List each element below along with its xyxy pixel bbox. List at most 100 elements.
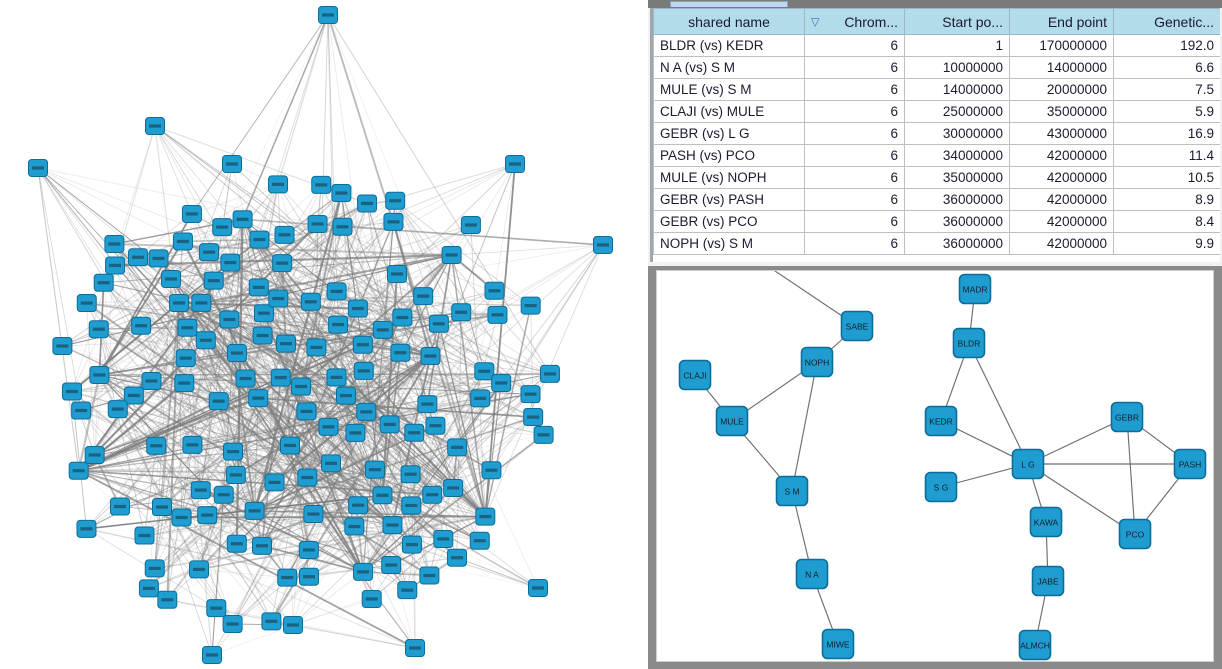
network-edge[interactable] (208, 252, 265, 314)
network-edge[interactable] (354, 200, 396, 527)
cell-chromosome[interactable]: 6 (804, 210, 905, 233)
network-edge[interactable] (317, 223, 604, 246)
network-node[interactable] (390, 343, 411, 362)
network-edge[interactable] (154, 125, 392, 566)
network-edge[interactable] (308, 323, 440, 577)
network-edge[interactable] (235, 192, 342, 476)
network-node[interactable] (189, 560, 210, 579)
network-edge[interactable] (119, 278, 172, 507)
network-node[interactable] (335, 386, 356, 405)
network-node[interactable] (361, 589, 382, 608)
network-node[interactable] (417, 395, 438, 414)
network-edge[interactable] (396, 273, 428, 405)
network-edge[interactable] (262, 335, 383, 496)
network-edge[interactable] (218, 400, 355, 527)
network-edge[interactable] (154, 411, 367, 569)
network-edge[interactable] (258, 286, 485, 372)
network-edge[interactable] (187, 327, 314, 515)
network-edge[interactable] (86, 451, 234, 530)
network-edge[interactable] (657, 271, 858, 327)
network-edge[interactable] (117, 408, 383, 496)
network-node[interactable]: NOPH (800, 346, 834, 378)
network-edge[interactable] (86, 302, 275, 483)
network-edge[interactable] (183, 184, 279, 384)
network-edge[interactable] (37, 167, 255, 512)
network-node[interactable] (52, 337, 73, 356)
network-edge[interactable] (328, 352, 401, 428)
network-edge[interactable] (382, 494, 480, 542)
network-edge[interactable] (313, 403, 428, 515)
cell-start_point[interactable]: 30000000 (904, 122, 1010, 145)
network-edge[interactable] (154, 352, 401, 569)
network-edge[interactable] (205, 339, 364, 573)
network-edge[interactable] (183, 319, 230, 384)
cell-start_point[interactable]: 36000000 (904, 232, 1010, 255)
network-edge[interactable] (382, 469, 492, 496)
network-edge[interactable] (242, 218, 604, 246)
network-edge[interactable] (232, 426, 329, 625)
network-edge[interactable] (205, 339, 502, 384)
network-edge[interactable] (98, 328, 544, 436)
network-edge[interactable] (232, 549, 310, 625)
network-edge[interactable] (78, 469, 416, 649)
cell-end_point[interactable]: 20000000 (1009, 78, 1114, 101)
network-edge[interactable] (371, 495, 383, 600)
genetic-distance-table[interactable]: shared name ▽ Chrom... Start po... End p… (653, 8, 1220, 255)
network-edge[interactable] (178, 238, 260, 304)
network-node[interactable] (225, 465, 246, 484)
network-node[interactable] (520, 385, 541, 404)
network-node[interactable] (344, 517, 365, 536)
network-edge[interactable] (81, 410, 314, 515)
network-node[interactable]: MIWE (821, 628, 855, 660)
network-node[interactable] (352, 335, 373, 354)
network-edge[interactable] (286, 393, 531, 578)
network-node[interactable] (420, 347, 441, 366)
network-edge[interactable] (208, 251, 373, 600)
cell-shared_name[interactable]: GEBR (vs) PASH (653, 188, 805, 211)
network-edge[interactable] (456, 382, 502, 448)
cell-start_point[interactable]: 25000000 (904, 100, 1010, 123)
network-node-shape[interactable] (840, 310, 874, 342)
network-edge[interactable] (213, 280, 291, 446)
network-edge[interactable] (154, 278, 172, 569)
network-edge[interactable] (178, 302, 433, 496)
network-edge[interactable] (362, 398, 481, 573)
network-node[interactable] (381, 556, 402, 575)
network-node[interactable]: S M (775, 475, 809, 507)
network-edge[interactable] (316, 291, 337, 348)
network-edge[interactable] (144, 273, 398, 536)
network-edge[interactable] (315, 223, 319, 348)
cell-shared_name[interactable]: MULE (vs) S M (653, 78, 805, 101)
network-edge[interactable] (460, 312, 481, 541)
network-edge[interactable] (363, 370, 413, 545)
table-row[interactable]: GEBR (vs) PASH 6 36000000 42000000 8.9 (653, 188, 1220, 211)
network-edge[interactable] (77, 374, 101, 471)
network-edge[interactable] (312, 14, 329, 515)
network-node[interactable] (264, 473, 285, 492)
network-edge[interactable] (354, 432, 394, 526)
network-edge[interactable] (166, 445, 291, 601)
network-edge[interactable] (456, 382, 502, 448)
column-header-start-point[interactable]: Start po... (904, 8, 1010, 35)
network-edge[interactable] (78, 411, 367, 472)
network-node[interactable] (181, 204, 202, 223)
network-edge[interactable] (306, 324, 339, 478)
network-edge[interactable] (178, 183, 279, 304)
network-edge[interactable] (236, 352, 384, 496)
network-edge[interactable] (148, 416, 534, 589)
network-edge[interactable] (327, 14, 551, 375)
network-edge[interactable] (336, 291, 433, 495)
network-node[interactable] (138, 579, 159, 598)
table-row[interactable]: MULE (vs) S M 6 14000000 20000000 7.5 (653, 78, 1220, 101)
network-edge[interactable] (94, 301, 312, 456)
cell-start_point[interactable]: 10000000 (904, 56, 1010, 79)
network-node[interactable] (401, 535, 422, 554)
network-node[interactable] (382, 516, 403, 535)
cell-genetic[interactable]: 11.4 (1113, 144, 1220, 167)
cell-start_point[interactable]: 34000000 (904, 144, 1010, 167)
table-row[interactable]: BLDR (vs) KEDR 6 1 170000000 192.0 (653, 34, 1220, 57)
network-node[interactable] (428, 314, 449, 333)
network-edge[interactable] (86, 290, 337, 304)
network-edge[interactable] (161, 487, 454, 508)
network-edge[interactable] (362, 557, 458, 573)
